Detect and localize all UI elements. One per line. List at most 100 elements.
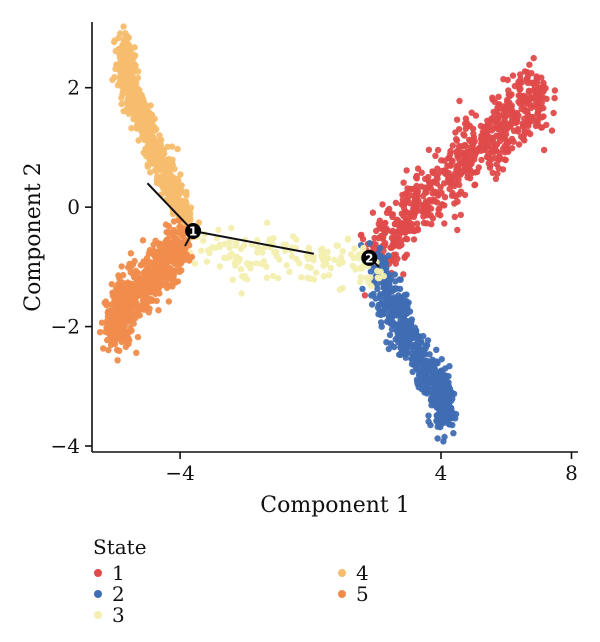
state-1-point: [393, 235, 400, 242]
state-4-point: [123, 73, 130, 81]
state-3-point: [191, 260, 199, 267]
state-1-point: [461, 191, 469, 199]
state-2-point: [403, 291, 410, 298]
state-3-point: [304, 263, 311, 270]
state-1-point: [504, 96, 511, 104]
state-4-point: [121, 79, 129, 86]
state-4-point: [122, 107, 130, 115]
state-4-point: [157, 152, 165, 160]
state-3-point: [240, 242, 248, 249]
state-1-point: [505, 91, 512, 98]
state-4-point: [111, 37, 118, 44]
legend-swatch: [338, 569, 346, 577]
state-1-point: [525, 129, 532, 136]
state-2-point: [391, 271, 398, 278]
state-2-point: [398, 346, 406, 353]
state-2-point: [391, 298, 398, 305]
state-1-point: [484, 117, 491, 125]
state-2-point: [442, 365, 449, 372]
state-1-point: [437, 212, 444, 219]
state-1-point: [435, 170, 442, 178]
state-1-point: [550, 109, 557, 117]
state-3-point: [241, 272, 249, 280]
state-2-point: [412, 329, 419, 336]
state-3-point: [331, 256, 338, 263]
state-2-point: [418, 339, 425, 346]
state-1-point: [449, 142, 456, 149]
state-1-point: [445, 173, 452, 180]
state-4-point: [136, 109, 143, 116]
state-2-point: [440, 438, 447, 445]
state-4-point: [172, 183, 179, 190]
state-1-point: [429, 215, 437, 222]
state-4-point: [147, 102, 154, 109]
state-4-point: [134, 74, 142, 82]
state-1-point: [543, 95, 550, 103]
state-2-point: [377, 311, 385, 319]
state-1-point: [494, 170, 501, 177]
state-2-point: [443, 389, 450, 396]
state-1-point: [398, 237, 405, 244]
state-5-point: [127, 301, 134, 308]
state-4-point: [156, 132, 163, 139]
state-1-point: [492, 146, 499, 153]
state-1-point: [433, 180, 440, 187]
state-5-point: [108, 281, 116, 288]
points-layer: [96, 23, 559, 445]
legend-swatch: [94, 611, 102, 619]
state-1-point: [524, 69, 531, 76]
state-5-point: [115, 272, 122, 279]
state-1-point: [538, 74, 545, 81]
state-1-point: [381, 242, 388, 249]
state-5-point: [125, 335, 132, 342]
branch-point-2-label: 2: [365, 251, 373, 265]
state-1-point: [520, 102, 527, 109]
state-4-point: [195, 219, 203, 226]
state-5-point: [127, 269, 134, 276]
state-1-point: [386, 205, 393, 213]
state-4-point: [117, 30, 124, 37]
state-1-point: [489, 96, 496, 103]
state-1-point: [499, 166, 507, 173]
state-1-point: [520, 96, 527, 103]
state-4-point: [153, 176, 160, 184]
state-5-point: [116, 331, 123, 339]
state-4-point: [118, 100, 125, 108]
state-2-point: [431, 365, 438, 373]
state-1-point: [435, 206, 442, 213]
state-5-point: [115, 280, 122, 288]
state-5-point: [103, 301, 110, 309]
state-2-point: [437, 389, 444, 396]
state-3-point: [221, 240, 228, 248]
state-5-point: [148, 276, 155, 284]
state-1-point: [530, 54, 537, 62]
state-5-point: [122, 343, 129, 351]
state-5-point: [125, 264, 132, 271]
state-1-point: [521, 137, 528, 144]
state-1-point: [412, 174, 420, 181]
state-5-point: [160, 282, 167, 289]
state-5-point: [120, 321, 127, 329]
state-5-point: [104, 336, 111, 344]
state-5-point: [147, 287, 154, 294]
state-5-point: [113, 300, 121, 307]
state-4-point: [126, 62, 133, 69]
state-4-point: [109, 76, 116, 84]
state-5-point: [166, 254, 173, 262]
state-4-point: [166, 176, 173, 183]
state-5-point: [106, 308, 113, 315]
state-3-point: [374, 267, 381, 275]
state-5-point: [121, 303, 129, 310]
state-5-point: [112, 308, 119, 315]
state-5-point: [175, 229, 182, 236]
state-3-point: [320, 262, 327, 269]
state-4-point: [138, 102, 145, 109]
state-4-point: [118, 94, 125, 102]
state-4-point: [123, 51, 131, 59]
state-1-point: [403, 167, 410, 174]
state-5-point: [162, 221, 170, 228]
state-4-point: [171, 165, 178, 173]
state-3-point: [216, 263, 224, 270]
state-2-point: [375, 301, 382, 309]
state-2-point: [415, 371, 423, 378]
